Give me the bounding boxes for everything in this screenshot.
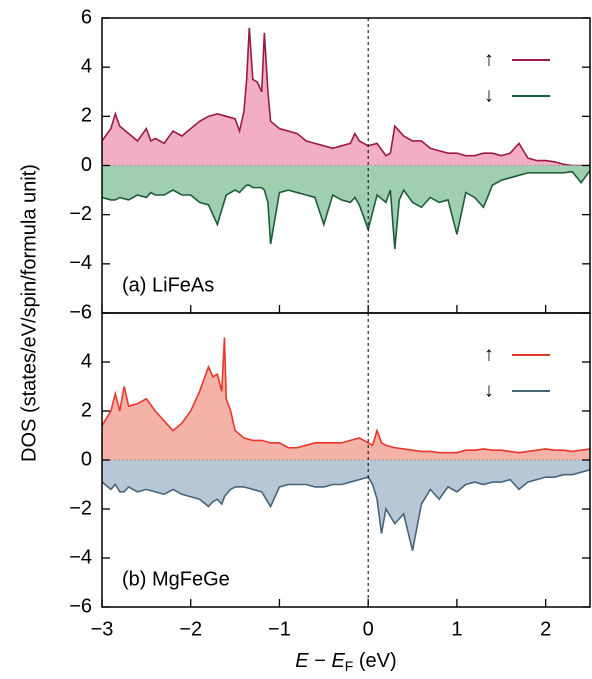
x-tick-label: −2 [179,618,202,640]
y-tick-label: −2 [69,497,92,519]
y-axis-label: DOS (states/eV/spin/formula unit) [18,164,40,462]
area-fill [102,27,590,166]
x-label-part: E [331,650,345,672]
x-tick-label: −3 [91,618,114,640]
line [101,469,591,551]
y-tick-label: −4 [69,546,92,568]
area-fill [102,460,590,551]
x-tick-label: −1 [268,618,291,640]
y-tick-label: 4 [81,55,92,77]
x-axis-label: E − EF (eV) [295,650,396,673]
legend-label: ↑ [484,343,494,365]
line [101,169,591,250]
legend-label: ↑ [484,48,494,70]
line [101,337,591,454]
area-fill [102,165,590,250]
panel-annotation: (a) LiFeAs [122,274,214,296]
legend-label: ↓ [484,84,494,106]
x-label-part: (eV) [353,650,396,672]
area-fill [102,337,590,460]
panel-annotation: (b) MgFeGe [122,568,230,590]
x-tick-label: 2 [540,618,551,640]
y-tick-label: 6 [81,6,92,28]
y-tick-label: 0 [81,448,92,470]
line [101,27,590,167]
x-label-part: − [309,650,332,672]
y-tick-label: 0 [81,154,92,176]
x-label-part: E [295,650,309,672]
x-label-part: F [345,658,354,674]
y-tick-label: −6 [69,595,92,617]
panel-frame [101,312,591,608]
x-tick-label: 1 [451,618,462,640]
y-tick-label: 2 [81,105,92,127]
y-tick-label: −2 [69,203,92,225]
x-tick-label: 0 [363,618,374,640]
y-tick-label: −6 [69,301,92,323]
y-tick-label: −4 [69,252,92,274]
y-tick-label: 2 [81,399,92,421]
y-tick-label: 4 [81,350,92,372]
legend-label: ↓ [484,379,494,401]
